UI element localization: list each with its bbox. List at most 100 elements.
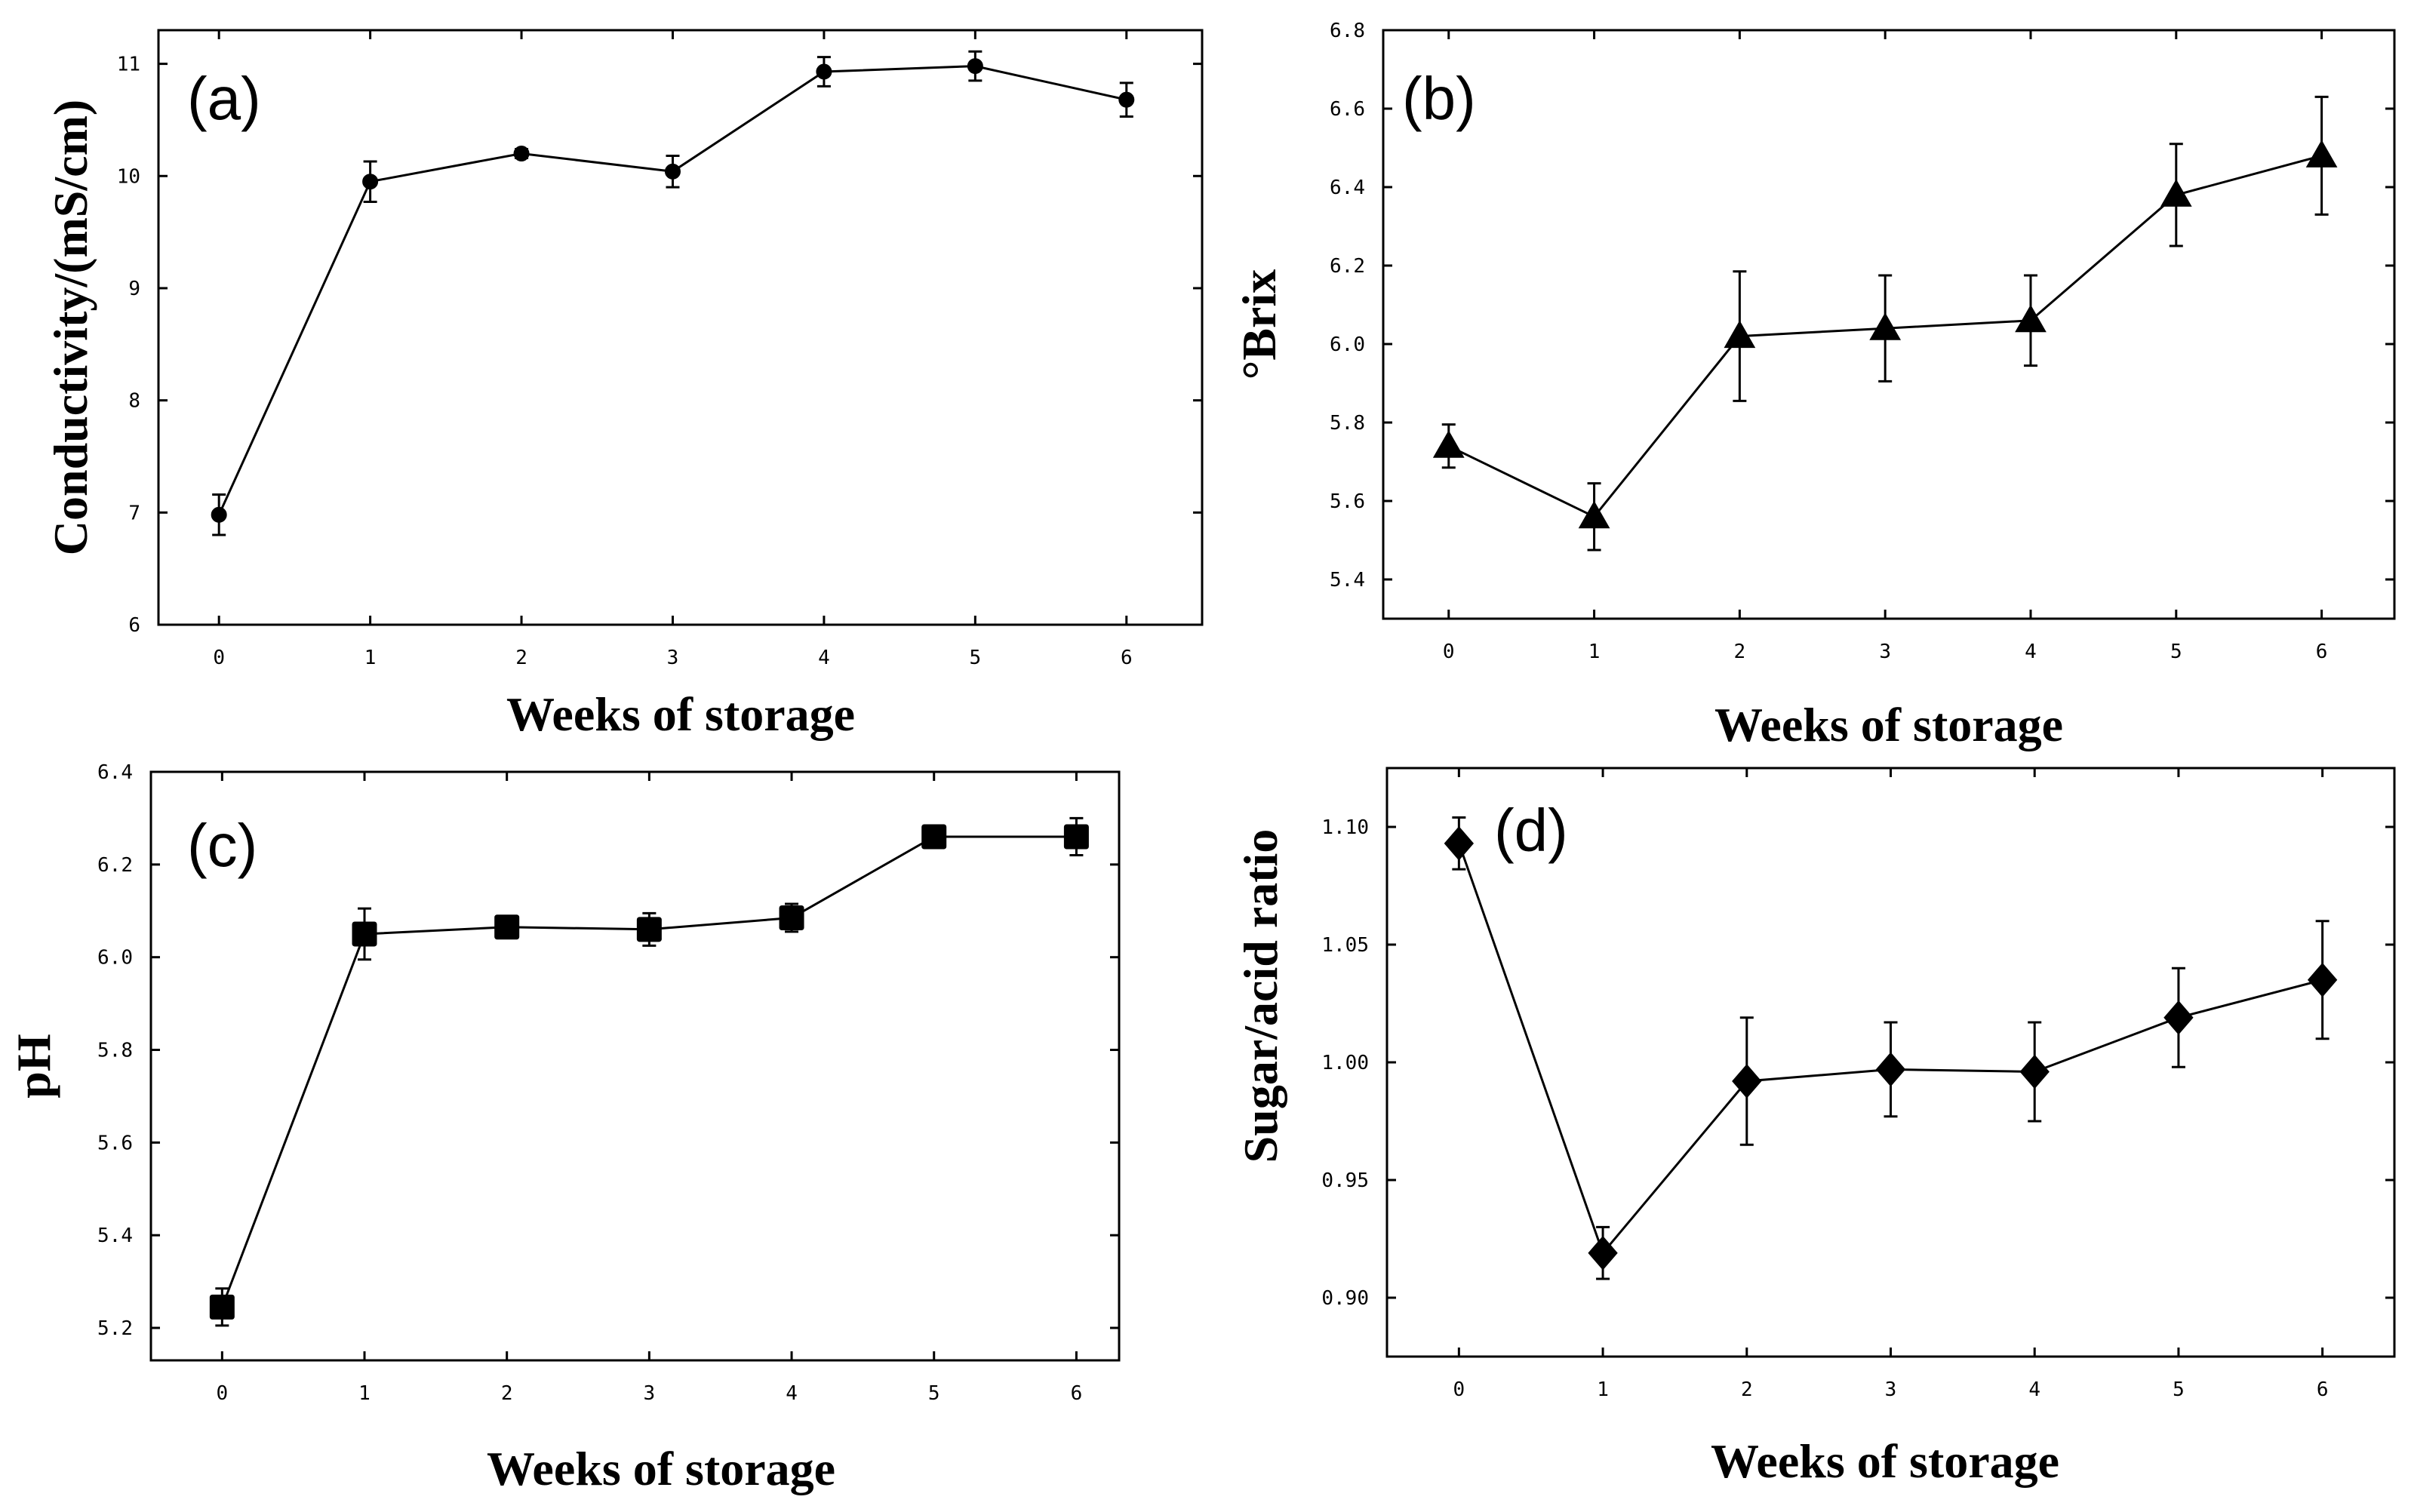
panel-b-y-axis-title: °Brix xyxy=(1232,269,1286,380)
x-tick-label: 2 xyxy=(1734,641,1746,663)
data-point-square xyxy=(1063,824,1089,850)
x-tick-label: 6 xyxy=(2316,641,2328,663)
x-tick-label: 4 xyxy=(818,647,830,669)
x-tick-label: 0 xyxy=(1453,1378,1465,1401)
panel-b-ytick-labels: 5.4 5.6 5.8 6.0 6.2 6.4 6.6 6.8 xyxy=(1330,20,1365,592)
panel-d-ytick-labels: 0.90 0.95 1.00 1.05 1.10 xyxy=(1321,816,1369,1310)
data-point-square xyxy=(209,1294,235,1320)
x-tick-label: 2 xyxy=(1741,1378,1753,1401)
y-tick-label: 6 xyxy=(128,614,140,637)
panel-a-y-axis-title: Conductivity/(mS/cm) xyxy=(44,100,97,555)
data-point-diamond xyxy=(2163,1000,2194,1035)
y-tick-label: 5.6 xyxy=(1330,490,1365,513)
data-point-triangle xyxy=(1724,320,1756,349)
data-point-diamond xyxy=(1732,1064,1762,1099)
panel-a-xtick-labels: 0 1 2 3 4 5 6 xyxy=(213,647,1132,669)
data-point-diamond xyxy=(1875,1052,1906,1087)
x-tick-label: 3 xyxy=(667,647,679,669)
data-point-triangle xyxy=(1578,500,1610,529)
panel-c-x-axis-title: Weeks of storage xyxy=(487,1442,835,1495)
data-point-circle xyxy=(967,58,983,75)
y-tick-label: 6.2 xyxy=(97,854,133,877)
y-tick-label: 9 xyxy=(128,278,140,300)
panel-a-plot-frame xyxy=(157,29,1204,626)
x-tick-label: 3 xyxy=(644,1382,656,1405)
y-tick-label: 5.8 xyxy=(1330,412,1365,435)
x-tick-label: 0 xyxy=(1443,641,1455,663)
panel-a-ytick-labels: 6 7 8 9 10 11 xyxy=(117,54,140,637)
x-tick-label: 2 xyxy=(501,1382,513,1405)
data-point-diamond xyxy=(1588,1235,1618,1271)
x-tick-label: 3 xyxy=(1879,641,1891,663)
panel-a-error-bars xyxy=(212,50,1133,536)
panel-b-label: (b) xyxy=(1402,65,1476,132)
panel-d-markers xyxy=(1444,826,2338,1271)
x-tick-label: 5 xyxy=(928,1382,940,1405)
x-tick-label: 5 xyxy=(970,647,982,669)
panel-c-ticks xyxy=(151,770,1119,1360)
y-tick-label: 5.4 xyxy=(97,1225,133,1247)
data-point-triangle xyxy=(1432,430,1465,458)
panel-b-plot-frame xyxy=(1382,29,2396,620)
x-tick-label: 1 xyxy=(1588,641,1601,663)
data-point-square xyxy=(636,917,662,942)
panel-b-ticks xyxy=(1383,29,2394,619)
y-tick-label: 8 xyxy=(128,390,140,413)
x-tick-label: 6 xyxy=(1121,647,1133,669)
data-point-circle xyxy=(664,163,681,180)
y-tick-label: 1.00 xyxy=(1321,1052,1369,1074)
x-tick-label: 4 xyxy=(2025,641,2037,663)
data-point-square xyxy=(352,921,377,947)
data-point-circle xyxy=(1118,91,1135,108)
panel-d-x-axis-title: Weeks of storage xyxy=(1711,1434,2059,1488)
y-tick-label: 6.4 xyxy=(1330,177,1365,199)
y-tick-label: 11 xyxy=(117,54,140,76)
y-tick-label: 1.05 xyxy=(1321,934,1369,957)
x-tick-label: 6 xyxy=(2317,1378,2329,1401)
y-tick-label: 0.95 xyxy=(1321,1169,1369,1192)
panel-c-xtick-labels: 0 1 2 3 4 5 6 xyxy=(217,1382,1083,1405)
x-tick-label: 4 xyxy=(786,1382,798,1405)
x-tick-label: 3 xyxy=(1885,1378,1897,1401)
data-point-triangle xyxy=(2160,179,2192,207)
y-tick-label: 1.10 xyxy=(1321,816,1369,839)
x-tick-label: 0 xyxy=(213,647,225,669)
data-point-triangle xyxy=(1869,312,1902,340)
data-point-triangle xyxy=(2015,304,2047,333)
panel-b-x-axis-title: Weeks of storage xyxy=(1714,698,2063,751)
data-point-diamond xyxy=(2307,963,2338,997)
x-tick-label: 2 xyxy=(515,647,527,669)
x-tick-label: 5 xyxy=(2170,641,2182,663)
y-tick-label: 6.4 xyxy=(97,761,133,784)
x-tick-label: 0 xyxy=(217,1382,229,1405)
y-tick-label: 5.4 xyxy=(1330,569,1365,592)
panel-d-y-axis-title: Sugar/acid ratio xyxy=(1234,829,1287,1163)
panel-c-label: (c) xyxy=(187,812,257,879)
data-point-diamond xyxy=(2019,1054,2050,1089)
data-point-triangle xyxy=(2305,140,2338,167)
y-tick-label: 5.8 xyxy=(97,1040,133,1062)
panel-c: 5.2 5.4 5.6 5.8 6.0 6.2 6.4 0 1 2 3 4 5 6 (c) Weeks … xyxy=(7,761,1121,1495)
y-tick-label: 6.8 xyxy=(1330,20,1365,42)
panel-b-xtick-labels: 0 1 2 3 4 5 6 xyxy=(1443,641,2327,663)
panel-c-y-axis-title: pH xyxy=(7,1034,60,1098)
x-tick-label: 1 xyxy=(364,647,377,669)
panel-c-ytick-labels: 5.2 5.4 5.6 5.8 6.0 6.2 6.4 xyxy=(97,761,133,1340)
panel-d-ticks xyxy=(1387,768,2394,1357)
panel-d-xtick-labels: 0 1 2 3 4 5 6 xyxy=(1453,1378,2329,1401)
data-point-circle xyxy=(211,506,227,523)
y-tick-label: 6.2 xyxy=(1330,255,1365,278)
y-tick-label: 0.90 xyxy=(1321,1287,1369,1310)
data-point-circle xyxy=(362,174,379,190)
panel-d-error-bars xyxy=(1452,816,2330,1280)
panel-d-label: (d) xyxy=(1494,797,1568,864)
x-tick-label: 5 xyxy=(2173,1378,2185,1401)
panel-c-plot-frame xyxy=(149,770,1121,1362)
panel-a-label: (a) xyxy=(187,65,261,132)
data-point-circle xyxy=(513,146,530,162)
x-tick-label: 6 xyxy=(1071,1382,1083,1405)
panel-c-markers xyxy=(209,824,1089,1320)
x-tick-label: 4 xyxy=(2028,1378,2040,1401)
panel-a-x-axis-title: Weeks of storage xyxy=(506,687,855,741)
